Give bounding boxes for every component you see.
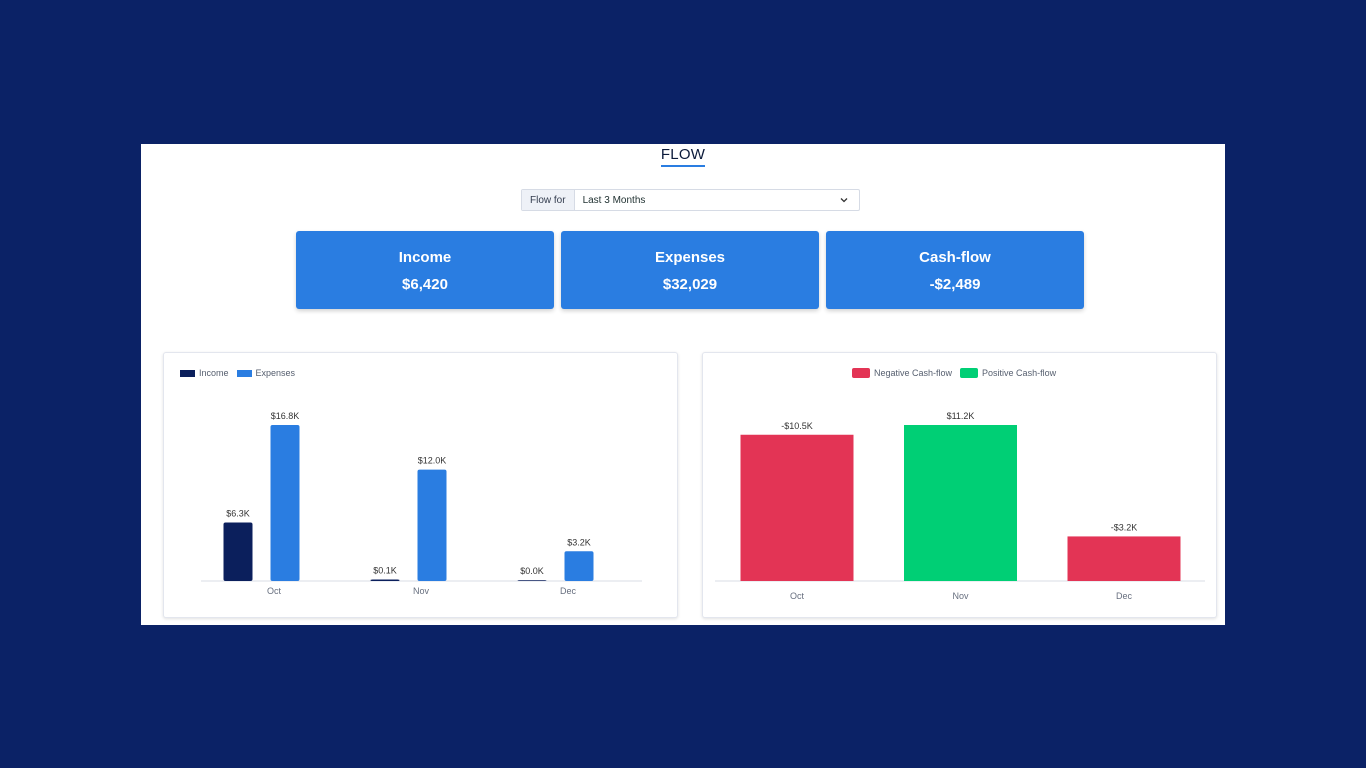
- page-title: FLOW: [141, 146, 1225, 167]
- income-data-label-nov: $0.1K: [373, 566, 397, 576]
- cashflow-legend: Negative Cash-flow Positive Cash-flow: [852, 368, 1056, 378]
- flow-period-filter: Flow for Last 3 Months: [521, 189, 860, 211]
- legend-item-negative-cashflow[interactable]: Negative Cash-flow: [852, 368, 952, 378]
- x-tick-label-nov: Nov: [952, 591, 969, 601]
- x-tick-label-dec: Dec: [560, 586, 577, 596]
- income-expenses-legend: Income Expenses: [180, 368, 295, 378]
- legend-swatch-positive: [960, 368, 979, 378]
- cashflow-bar-oct: [740, 434, 854, 581]
- cashflow-data-label-nov: $11.2K: [947, 411, 975, 421]
- cashflow-chart-panel: Negative Cash-flow Positive Cash-flow -$…: [702, 352, 1217, 618]
- legend-label-expenses: Expenses: [255, 368, 296, 378]
- expenses-card-label: Expenses: [654, 249, 726, 266]
- expenses-card-value: $32,029: [662, 276, 718, 293]
- legend-swatch-income: [180, 369, 195, 377]
- cashflow-card: Cash-flow -$2,489: [826, 231, 1084, 309]
- legend-label-negative: Negative Cash-flow: [874, 368, 953, 378]
- flow-for-label: Flow for: [522, 190, 575, 210]
- flow-page: FLOW Flow for Last 3 Months Income $6,42…: [141, 144, 1225, 625]
- chevron-down-icon: [840, 198, 848, 203]
- cashflow-data-label-oct: -$10.5K: [781, 421, 813, 431]
- legend-label-positive: Positive Cash-flow: [982, 368, 1057, 378]
- legend-label-income: Income: [199, 368, 229, 378]
- income-bar-dec: [517, 580, 547, 581]
- income-card-value: $6,420: [402, 276, 448, 293]
- period-select-value: Last 3 Months: [582, 194, 646, 206]
- income-data-label-oct: $6.3K: [226, 509, 250, 519]
- expenses-data-label-nov: $12.0K: [418, 456, 447, 466]
- income-expenses-bar-chart: $6.3K $16.8K Oct $0.1K $12.0K Nov $0.0K $3.2K De…: [201, 411, 642, 596]
- cashflow-card-label: Cash-flow: [919, 249, 991, 266]
- income-bar-oct: [223, 522, 253, 581]
- income-card: Income $6,420: [296, 231, 554, 309]
- x-tick-label-oct: Oct: [267, 586, 282, 596]
- x-tick-label-nov: Nov: [413, 586, 430, 596]
- expenses-data-label-oct: $16.8K: [271, 411, 300, 421]
- expenses-card: Expenses $32,029: [561, 231, 819, 309]
- income-expenses-chart-panel: Income Expenses $6.3K $16.8K Oct $0.1K $12.0…: [163, 352, 678, 618]
- x-tick-label-oct: Oct: [790, 591, 805, 601]
- summary-cards: Income $6,420 Expenses $32,029 Cash-flow…: [296, 231, 1084, 309]
- legend-swatch-expenses: [236, 369, 252, 377]
- legend-item-positive-cashflow[interactable]: Positive Cash-flow: [960, 368, 1056, 378]
- income-bar-nov: [370, 579, 400, 581]
- cashflow-bar-chart: -$10.5K Oct $11.2K Nov -$3.2K Dec: [715, 411, 1205, 601]
- income-card-label: Income: [398, 249, 452, 266]
- cashflow-card-value: -$2,489: [929, 276, 981, 293]
- x-tick-label-dec: Dec: [1116, 591, 1133, 601]
- expenses-bar-dec: [564, 551, 594, 581]
- cashflow-data-label-dec: -$3.2K: [1111, 522, 1138, 532]
- legend-item-income[interactable]: Income: [180, 368, 229, 378]
- cashflow-bar-dec: [1067, 536, 1181, 581]
- cashflow-bar-nov: [904, 425, 1017, 581]
- expenses-data-label-dec: $3.2K: [567, 537, 591, 547]
- legend-item-expenses[interactable]: Expenses: [236, 368, 296, 378]
- expenses-bar-oct: [270, 425, 300, 581]
- period-select[interactable]: Last 3 Months: [575, 190, 859, 210]
- expenses-bar-nov: [417, 469, 447, 581]
- income-data-label-dec: $0.0K: [520, 566, 544, 576]
- legend-swatch-negative: [852, 368, 870, 378]
